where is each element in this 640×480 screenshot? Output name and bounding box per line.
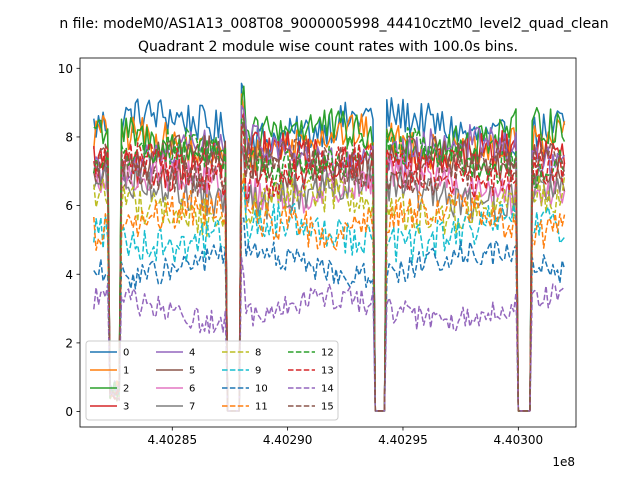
chart-title: Quadrant 2 module wise count rates with …: [138, 39, 518, 55]
series-line-11: [93, 176, 566, 412]
legend-label-2: 2: [123, 384, 129, 395]
legend-label-10: 10: [255, 384, 268, 395]
legend-label-13: 13: [321, 366, 334, 377]
legend-label-7: 7: [189, 402, 195, 413]
legend-label-12: 12: [321, 348, 334, 359]
x-tick-label: 4.40290: [263, 433, 313, 447]
legend-label-14: 14: [321, 384, 334, 395]
series-line-2: [93, 85, 566, 412]
legend-label-15: 15: [321, 402, 334, 413]
legend-label-0: 0: [123, 348, 129, 359]
legend-label-5: 5: [189, 366, 195, 377]
legend-label-8: 8: [255, 348, 261, 359]
series-line-8: [93, 171, 566, 412]
series-line-3: [93, 112, 566, 412]
figure-suptitle: n file: modeM0/AS1A13_008T08_9000005998_…: [59, 16, 608, 32]
legend-label-3: 3: [123, 402, 129, 413]
x-tick-label: 4.40295: [378, 433, 428, 447]
series-line-9: [93, 183, 566, 412]
legend-label-9: 9: [255, 366, 261, 377]
legend-label-4: 4: [189, 348, 195, 359]
y-tick-label: 10: [58, 62, 73, 76]
y-tick-label: 2: [65, 336, 73, 350]
x-offset-label: 1e8: [552, 455, 575, 469]
axes-frame: [79, 57, 577, 428]
legend-label-11: 11: [255, 402, 268, 413]
series-line-5: [93, 122, 566, 412]
series-line-10: [93, 217, 566, 412]
legend-label-1: 1: [123, 366, 129, 377]
y-tick-label: 8: [65, 130, 73, 144]
x-tick-label: 4.40285: [147, 433, 197, 447]
y-tick-label: 4: [65, 268, 73, 282]
series-line-15: [93, 116, 566, 412]
y-tick-label: 6: [65, 199, 73, 213]
series-line-6: [93, 143, 566, 412]
legend-label-6: 6: [189, 384, 195, 395]
plot-area: [93, 82, 566, 412]
y-tick-label: 0: [65, 405, 73, 419]
legend-box: [85, 340, 339, 421]
series-line-14: [93, 256, 566, 412]
x-tick-label: 4.40300: [494, 433, 544, 447]
